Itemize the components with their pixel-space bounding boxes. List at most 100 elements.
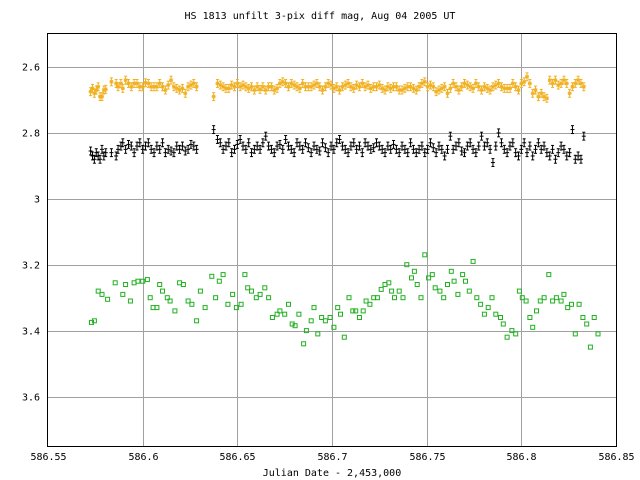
comparison-point	[530, 88, 535, 98]
x-tick-label: 586.7	[317, 452, 347, 463]
check-point	[527, 141, 532, 151]
target-point	[360, 308, 366, 314]
comparison-point	[576, 75, 581, 85]
check-point	[573, 154, 578, 164]
comparison-point	[118, 78, 123, 88]
target-point	[253, 295, 259, 301]
check-point	[530, 151, 535, 161]
check-point	[157, 144, 162, 154]
comparison-point	[360, 78, 365, 88]
comparison-point	[300, 78, 305, 88]
comparison-point	[180, 83, 185, 93]
target-point	[189, 301, 195, 307]
target-point	[527, 315, 533, 320]
target-point	[595, 331, 601, 337]
comparison-point	[194, 82, 199, 92]
check-point	[439, 144, 444, 154]
comparison-point	[269, 82, 274, 92]
check-point	[286, 141, 291, 151]
check-point	[400, 141, 405, 151]
target-point	[455, 291, 461, 297]
comparison-point	[527, 78, 532, 88]
check-point	[544, 148, 549, 158]
target-point	[576, 301, 582, 307]
check-point	[283, 135, 288, 144]
comparison-point	[573, 78, 578, 88]
comparison-point	[317, 82, 322, 92]
check-point	[516, 151, 521, 161]
target-point	[164, 295, 170, 301]
target-point	[123, 282, 129, 287]
check-point	[169, 146, 174, 156]
check-point	[146, 138, 151, 148]
target-point	[389, 288, 395, 294]
check-point	[269, 144, 274, 154]
series-check-star	[88, 125, 586, 167]
check-point	[462, 148, 467, 158]
target-point	[493, 311, 499, 317]
target-point	[437, 288, 443, 294]
comparison-point	[473, 78, 478, 88]
check-point	[502, 144, 507, 154]
check-point	[289, 144, 294, 154]
comparison-point	[357, 82, 362, 92]
check-point	[129, 141, 134, 151]
check-point	[343, 144, 348, 154]
target-point	[99, 291, 105, 297]
target-point	[322, 318, 328, 324]
check-point	[314, 144, 319, 154]
comparison-point	[238, 82, 243, 92]
target-point	[357, 315, 362, 320]
target-point	[303, 328, 309, 334]
check-point	[391, 139, 396, 149]
check-point	[513, 148, 518, 158]
check-point	[241, 141, 246, 151]
check-point	[101, 151, 106, 161]
target-point	[422, 252, 428, 258]
check-point	[454, 141, 459, 151]
target-point	[269, 315, 275, 320]
comparison-point	[363, 82, 368, 92]
target-point	[546, 272, 552, 278]
check-point	[346, 148, 351, 158]
check-point	[348, 141, 353, 151]
check-point	[471, 144, 476, 154]
target-point	[262, 285, 268, 291]
y-tick-label: 3	[34, 195, 40, 206]
check-point	[309, 148, 314, 158]
target-point	[513, 331, 519, 337]
x-tick-label: 586.8	[506, 452, 536, 463]
comparison-point	[459, 82, 464, 92]
target-point	[558, 298, 564, 304]
comparison-point	[411, 83, 416, 93]
comparison-point	[177, 85, 182, 95]
check-point	[232, 144, 237, 154]
check-point	[473, 148, 478, 158]
target-point	[530, 324, 536, 330]
x-tick-label: 586.55	[30, 452, 66, 463]
check-point	[476, 141, 481, 151]
check-point	[397, 148, 402, 158]
target-point	[367, 301, 373, 307]
check-point	[507, 141, 512, 151]
comparison-point	[260, 82, 265, 92]
check-point	[374, 138, 379, 148]
comparison-point	[380, 83, 385, 93]
check-point	[143, 141, 148, 151]
comparison-point	[448, 83, 453, 93]
comparison-point	[116, 82, 121, 92]
comparison-point	[211, 92, 216, 102]
comparison-point	[351, 83, 356, 93]
target-point	[485, 305, 491, 311]
comparison-point	[348, 82, 353, 92]
comparison-point	[166, 80, 171, 90]
check-point	[103, 148, 108, 158]
check-point	[357, 141, 362, 151]
check-point	[154, 141, 159, 151]
comparison-point	[425, 82, 430, 92]
x-tick-label: 586.65	[219, 452, 255, 463]
target-point	[238, 301, 244, 307]
check-point	[96, 151, 101, 161]
comparison-point	[502, 83, 507, 93]
check-point	[448, 131, 453, 141]
